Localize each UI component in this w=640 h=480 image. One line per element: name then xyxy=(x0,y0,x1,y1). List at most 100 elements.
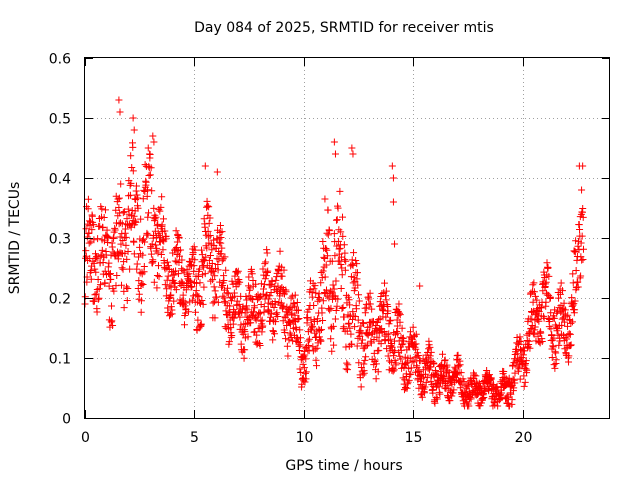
data-point xyxy=(101,206,109,214)
data-point xyxy=(339,232,347,240)
data-point xyxy=(289,337,297,345)
data-point xyxy=(326,287,334,295)
data-point xyxy=(556,290,564,298)
data-point xyxy=(558,321,566,329)
data-point xyxy=(339,304,347,312)
data-point xyxy=(196,279,204,287)
data-point xyxy=(386,317,394,325)
data-point xyxy=(497,391,505,399)
data-point xyxy=(344,361,352,369)
data-point xyxy=(535,317,543,325)
data-point xyxy=(256,309,264,317)
data-point xyxy=(154,220,162,228)
data-point xyxy=(200,263,208,271)
data-point xyxy=(555,341,563,349)
data-point xyxy=(313,344,321,352)
data-point xyxy=(84,195,92,203)
data-point xyxy=(574,283,582,291)
data-point xyxy=(195,265,203,273)
data-point xyxy=(262,272,270,280)
data-point xyxy=(358,336,366,344)
data-point xyxy=(467,395,475,403)
data-point xyxy=(251,304,259,312)
data-point xyxy=(150,204,158,212)
data-point xyxy=(420,389,428,397)
data-point xyxy=(537,329,545,337)
data-point xyxy=(281,328,289,336)
data-point xyxy=(174,270,182,278)
data-point xyxy=(151,215,159,223)
data-point xyxy=(139,251,147,259)
data-point xyxy=(153,222,161,230)
data-point xyxy=(326,306,334,314)
data-point xyxy=(333,302,341,310)
data-point xyxy=(426,343,434,351)
data-point xyxy=(494,402,502,410)
y-tick-label: 0 xyxy=(62,412,71,428)
data-point xyxy=(94,235,102,243)
data-point xyxy=(350,249,358,257)
data-point xyxy=(393,327,401,335)
data-point xyxy=(100,214,108,222)
data-point xyxy=(561,334,569,342)
data-point xyxy=(376,315,384,323)
data-point xyxy=(432,394,440,402)
plot-frame xyxy=(84,57,610,419)
data-point xyxy=(111,224,119,232)
data-point xyxy=(273,309,281,317)
data-point xyxy=(203,244,211,252)
data-point xyxy=(220,277,228,285)
data-point xyxy=(398,341,406,349)
data-point xyxy=(245,313,253,321)
data-point xyxy=(87,267,95,275)
data-point xyxy=(557,279,565,287)
data-point xyxy=(567,341,575,349)
data-point xyxy=(170,297,178,305)
data-point xyxy=(103,226,111,234)
data-point xyxy=(329,281,337,289)
data-point xyxy=(237,321,245,329)
data-point xyxy=(195,293,203,301)
data-point xyxy=(191,256,199,264)
data-point xyxy=(547,309,555,317)
data-point xyxy=(295,347,303,355)
data-point xyxy=(571,297,579,305)
data-point xyxy=(319,317,327,325)
data-point xyxy=(381,279,389,287)
data-point xyxy=(172,227,180,235)
data-point xyxy=(412,340,420,348)
data-point xyxy=(184,281,192,289)
data-point xyxy=(523,337,531,345)
data-point xyxy=(309,323,317,331)
data-point xyxy=(213,293,221,301)
data-point xyxy=(331,252,339,260)
data-point xyxy=(535,308,543,316)
data-point xyxy=(83,233,91,241)
data-point xyxy=(549,343,557,351)
data-point xyxy=(137,308,145,316)
data-point xyxy=(393,322,401,330)
data-point xyxy=(530,288,538,296)
data-point xyxy=(483,366,491,374)
data-point xyxy=(302,368,310,376)
data-point xyxy=(392,359,400,367)
data-point xyxy=(546,294,554,302)
data-point xyxy=(330,138,338,146)
data-point xyxy=(299,360,307,368)
data-point xyxy=(211,287,219,295)
data-point xyxy=(108,302,116,310)
data-point xyxy=(419,355,427,363)
data-point xyxy=(325,227,333,235)
data-point xyxy=(157,250,165,258)
data-point xyxy=(296,341,304,349)
data-point xyxy=(348,316,356,324)
data-point xyxy=(511,369,519,377)
data-point xyxy=(103,232,111,240)
data-point xyxy=(145,172,153,180)
data-point xyxy=(331,315,339,323)
data-point xyxy=(531,323,539,331)
data-point xyxy=(96,222,104,230)
data-point xyxy=(205,203,213,211)
data-points xyxy=(81,96,587,410)
data-point xyxy=(265,295,273,303)
